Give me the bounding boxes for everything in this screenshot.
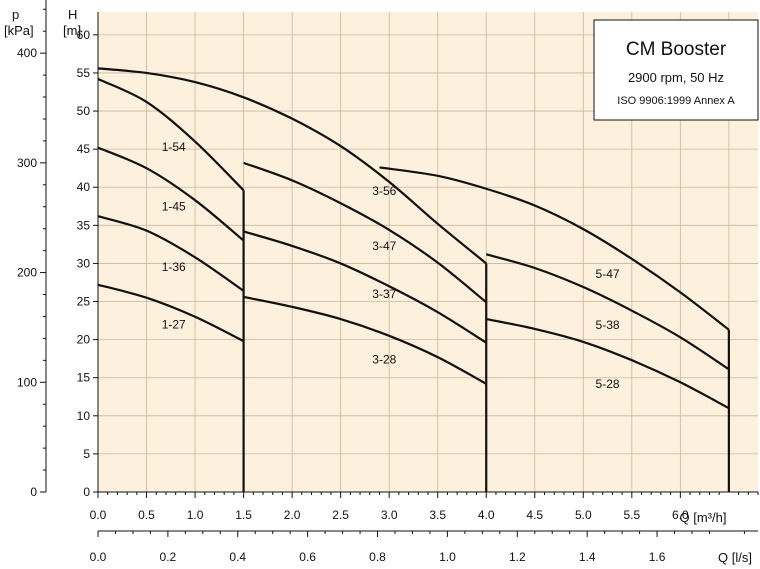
curve-3-47 xyxy=(243,161,487,304)
x-tick-label-ls: 0.6 xyxy=(299,550,316,564)
x-tick-label-m3h: 1.0 xyxy=(187,508,204,522)
curve-labels: 1-27 1-36 1-45 1-54 3-28 3-37 3-47 3-56 5-28 5-38… xyxy=(162,140,620,391)
curve-label-1-36: 1-36 xyxy=(162,260,186,274)
curve-label-3-47: 3-47 xyxy=(372,239,396,253)
x-axis-title-m3h: Q [m³/h] xyxy=(680,510,727,525)
curve-1-45 xyxy=(97,146,245,242)
x-tick-label-ls: 1.4 xyxy=(579,550,596,564)
h-tick-label: 25 xyxy=(77,295,91,309)
curve-label-3-28: 3-28 xyxy=(372,352,396,366)
x-tick-label-m3h: 3.0 xyxy=(381,508,398,522)
x-tick-label-ls: 1.0 xyxy=(439,550,456,564)
p-tick-label: 0 xyxy=(30,485,37,499)
curve-label-5-28: 5-28 xyxy=(596,377,620,391)
x-tick-label-m3h: 2.0 xyxy=(284,508,301,522)
curve-label-1-45: 1-45 xyxy=(162,199,186,213)
h-tick-label: 0 xyxy=(83,485,90,499)
h-tick-label: 30 xyxy=(77,256,91,270)
curve-5-38 xyxy=(485,253,730,371)
curve-label-1-54: 1-54 xyxy=(162,140,186,154)
axes: 0510152025303540455055600100200300400500… xyxy=(17,0,759,564)
p-axis-title: p xyxy=(12,7,19,22)
p-tick-label: 100 xyxy=(17,375,37,389)
legend-box: CM Booster 2900 rpm, 50 Hz ISO 9906:1999… xyxy=(593,19,759,121)
h-tick-label: 15 xyxy=(77,371,91,385)
h-tick-label: 10 xyxy=(77,409,91,423)
p-tick-label: 200 xyxy=(17,266,37,280)
x-tick-label-ls: 0.8 xyxy=(369,550,386,564)
x-tick-label-ls: 1.6 xyxy=(649,550,666,564)
x-tick-label-m3h: 3.5 xyxy=(429,508,446,522)
chart-subtitle: 2900 rpm, 50 Hz xyxy=(628,70,724,85)
x-tick-label-m3h: 4.5 xyxy=(526,508,543,522)
curve-3-37 xyxy=(243,230,487,344)
x-tick-label-ls: 1.2 xyxy=(509,550,526,564)
x-tick-label-m3h: 4.0 xyxy=(478,508,495,522)
x-axis-title-ls: Q [l/s] xyxy=(718,550,752,565)
curve-3-28 xyxy=(243,295,487,385)
curve-label-3-37: 3-37 xyxy=(372,287,396,301)
chart-note: ISO 9906:1999 Annex A xyxy=(617,95,735,107)
h-tick-label: 50 xyxy=(77,104,91,118)
curve-1-36 xyxy=(97,215,245,292)
curve-label-5-47: 5-47 xyxy=(596,267,620,281)
x-tick-label-ls: 0.0 xyxy=(90,550,107,564)
x-tick-label-m3h: 2.5 xyxy=(332,508,349,522)
p-axis-unit: [kPa] xyxy=(4,23,34,38)
x-tick-label-m3h: 5.0 xyxy=(575,508,592,522)
h-axis-unit: [m] xyxy=(63,23,81,38)
h-tick-label: 20 xyxy=(77,333,91,347)
x-tick-label-m3h: 6.0 xyxy=(672,508,689,522)
x-tick-label-m3h: 0.0 xyxy=(90,508,107,522)
curves xyxy=(97,67,730,492)
curve-label-5-38: 5-38 xyxy=(596,318,620,332)
h-tick-label: 60 xyxy=(77,28,91,42)
chart-title: CM Booster xyxy=(626,39,727,60)
h-tick-label: 45 xyxy=(77,142,91,156)
curve-1-54 xyxy=(97,78,245,192)
curve-1-27 xyxy=(97,283,245,343)
x-tick-label-m3h: 1.5 xyxy=(235,508,252,522)
h-tick-label: 5 xyxy=(83,447,90,461)
h-tick-label: 35 xyxy=(77,218,91,232)
x-tick-label-ls: 0.2 xyxy=(160,550,177,564)
curve-5-47 xyxy=(379,166,730,331)
x-tick-label-m3h: 5.5 xyxy=(623,508,640,522)
p-tick-label: 400 xyxy=(17,46,37,60)
curve-5-28 xyxy=(486,317,730,410)
h-tick-label: 40 xyxy=(77,180,91,194)
curve-3-56 xyxy=(97,67,487,265)
h-tick-label: 55 xyxy=(77,66,91,80)
curve-label-1-27: 1-27 xyxy=(162,317,186,331)
x-tick-label-m3h: 0.5 xyxy=(138,508,155,522)
p-tick-label: 300 xyxy=(17,156,37,170)
curve-label-3-56: 3-56 xyxy=(372,184,396,198)
x-tick-label-ls: 0.4 xyxy=(229,550,246,564)
h-axis-title: H xyxy=(68,7,77,22)
